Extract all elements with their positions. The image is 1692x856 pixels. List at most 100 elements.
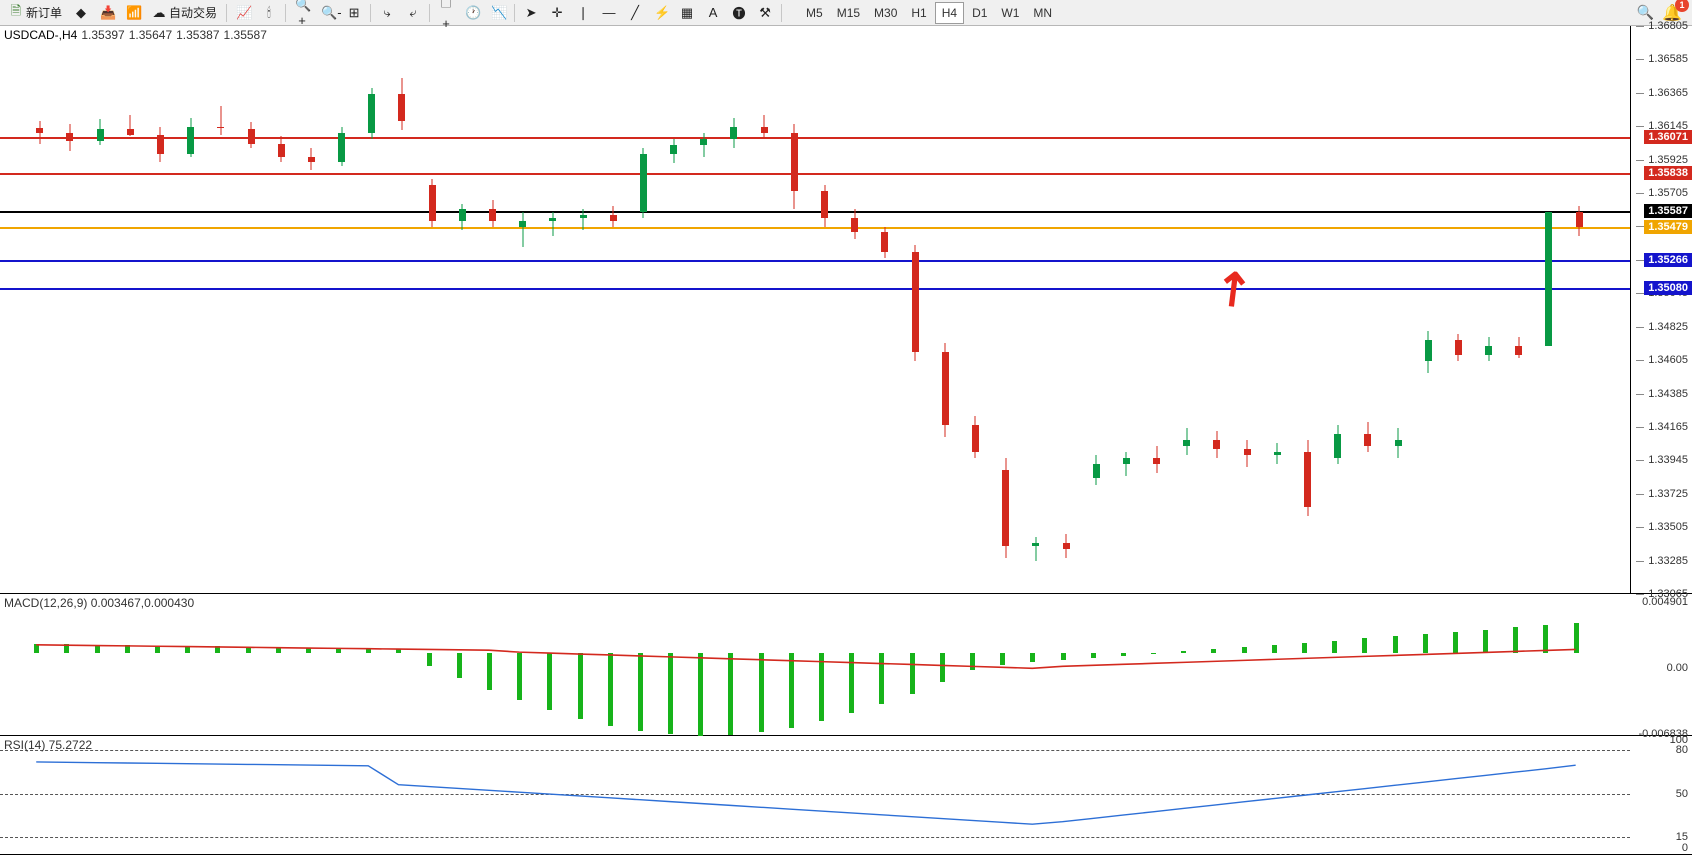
macd-histogram-bar[interactable] — [1453, 632, 1458, 654]
macd-histogram-bar[interactable] — [125, 645, 130, 653]
price-level-tag[interactable]: 1.35080 — [1644, 281, 1692, 295]
rsi-pane[interactable]: RSI(14) 75.2722 100 80 50 15 0 — [0, 736, 1692, 854]
macd-histogram-bar[interactable] — [1061, 653, 1066, 660]
macd-histogram-bar[interactable] — [668, 653, 673, 734]
macd-histogram-bar[interactable] — [819, 653, 824, 721]
cursor-tool-button[interactable]: ➤ — [519, 2, 543, 24]
price-level-tag[interactable]: 1.35587 — [1644, 204, 1692, 218]
macd-histogram-bar[interactable] — [427, 653, 432, 666]
crosshair-tool-button[interactable]: ✛ — [545, 2, 569, 24]
macd-histogram-bar[interactable] — [487, 653, 492, 689]
macd-histogram-bar[interactable] — [638, 653, 643, 731]
search-icon[interactable]: 🔍 — [1637, 4, 1654, 21]
macd-histogram-bar[interactable] — [1091, 653, 1096, 658]
auto-trading-button[interactable]: ☁ 自动交易 — [147, 2, 222, 24]
zoom-out-button[interactable]: 🔍- — [316, 2, 340, 24]
macd-pane[interactable]: MACD(12,26,9) 0.003467,0.000430 0.004901… — [0, 594, 1692, 736]
channel-tool-button[interactable]: ▦ — [675, 2, 699, 24]
macd-histogram-bar[interactable] — [64, 644, 69, 653]
zoom-in-button[interactable]: 🔍+ — [290, 2, 314, 24]
trendline-tool-button[interactable]: ╱ — [623, 2, 647, 24]
timeframe-h4[interactable]: H4 — [935, 2, 964, 24]
macd-histogram-bar[interactable] — [517, 653, 522, 700]
price-level-tag[interactable]: 1.35479 — [1644, 220, 1692, 234]
timeframe-d1[interactable]: D1 — [966, 3, 993, 23]
fibonacci-tool-button[interactable]: ⚡ — [649, 2, 673, 24]
macd-histogram-bar[interactable] — [155, 646, 160, 654]
text-tool-button[interactable]: A — [701, 2, 725, 24]
period-timer-button[interactable]: 🕐 — [460, 2, 484, 24]
macd-histogram-bar[interactable] — [578, 653, 583, 718]
depth-of-market-button[interactable]: 📥 — [95, 2, 119, 24]
new-chart-button[interactable]: 🗋+ — [434, 2, 458, 24]
price-level-line[interactable] — [0, 137, 1630, 139]
macd-histogram-bar[interactable] — [185, 646, 190, 653]
macd-histogram-bar[interactable] — [1302, 643, 1307, 654]
object-list-button[interactable]: ⚒ — [753, 2, 777, 24]
macd-histogram-bar[interactable] — [457, 653, 462, 678]
price-level-line[interactable] — [0, 227, 1630, 229]
macd-histogram-bar[interactable] — [276, 647, 281, 653]
macd-histogram-bar[interactable] — [1362, 638, 1367, 653]
scroll-end-button[interactable]: ⤷ — [375, 2, 399, 24]
macd-histogram-bar[interactable] — [1181, 651, 1186, 653]
candle-chart-view-button[interactable]: 🕯 — [257, 2, 281, 24]
price-level-line[interactable] — [0, 260, 1630, 262]
grid-view-button[interactable]: ⊞ — [342, 2, 366, 24]
macd-histogram-bar[interactable] — [215, 646, 220, 653]
timeframe-m30[interactable]: M30 — [868, 3, 903, 23]
price-pane[interactable]: USDCAD-,H4 1.35397 1.35647 1.35387 1.355… — [0, 26, 1692, 594]
macd-histogram-bar[interactable] — [759, 653, 764, 732]
macd-histogram-bar[interactable] — [608, 653, 613, 725]
macd-histogram-bar[interactable] — [879, 653, 884, 704]
price-level-line[interactable] — [0, 288, 1630, 290]
timeframe-h1[interactable]: H1 — [905, 3, 932, 23]
macd-histogram-bar[interactable] — [1574, 623, 1579, 653]
connection-button[interactable]: 📶 — [121, 2, 145, 24]
macd-histogram-bar[interactable] — [1211, 649, 1216, 653]
macd-histogram-bar[interactable] — [698, 653, 703, 735]
price-level-line[interactable] — [0, 211, 1630, 213]
vline-tool-button[interactable]: ❘ — [571, 2, 595, 24]
macd-histogram-bar[interactable] — [789, 653, 794, 727]
price-level-line[interactable] — [0, 173, 1630, 175]
scroll-start-button[interactable]: ⤶ — [401, 2, 425, 24]
macd-histogram-bar[interactable] — [1483, 630, 1488, 654]
macd-histogram-bar[interactable] — [396, 649, 401, 653]
line-chart-view-button[interactable]: 📈 — [231, 2, 255, 24]
macd-histogram-bar[interactable] — [970, 653, 975, 670]
macd-histogram-bar[interactable] — [1000, 653, 1005, 664]
price-level-tag[interactable]: 1.36071 — [1644, 130, 1692, 144]
macd-histogram-bar[interactable] — [1332, 641, 1337, 654]
textbox-tool-button[interactable]: 🅣 — [727, 2, 751, 24]
tool-diamond-button[interactable]: ◆ — [69, 2, 93, 24]
macd-histogram-bar[interactable] — [1393, 636, 1398, 653]
macd-histogram-bar[interactable] — [366, 649, 371, 653]
macd-histogram-bar[interactable] — [849, 653, 854, 713]
timeframe-m15[interactable]: M15 — [831, 3, 866, 23]
macd-histogram-bar[interactable] — [306, 648, 311, 653]
timeframe-mn[interactable]: MN — [1027, 3, 1058, 23]
macd-histogram-bar[interactable] — [1272, 645, 1277, 653]
macd-histogram-bar[interactable] — [910, 653, 915, 693]
price-level-tag[interactable]: 1.35266 — [1644, 253, 1692, 267]
timeframe-w1[interactable]: W1 — [995, 3, 1025, 23]
macd-histogram-bar[interactable] — [1030, 653, 1035, 662]
macd-histogram-bar[interactable] — [1543, 625, 1548, 653]
price-level-tag[interactable]: 1.35838 — [1644, 166, 1692, 180]
macd-histogram-bar[interactable] — [246, 647, 251, 653]
macd-histogram-bar[interactable] — [1513, 627, 1518, 653]
macd-histogram-bar[interactable] — [95, 645, 100, 654]
macd-histogram-bar[interactable] — [728, 653, 733, 735]
hline-tool-button[interactable]: ― — [597, 2, 621, 24]
indicators-button[interactable]: 📉 — [486, 2, 510, 24]
timeframe-m1[interactable] — [786, 10, 798, 16]
new-order-button[interactable]: 🗎 新订单 — [4, 2, 67, 24]
macd-histogram-bar[interactable] — [336, 648, 341, 653]
timeframe-m5[interactable]: M5 — [800, 3, 829, 23]
macd-histogram-bar[interactable] — [34, 644, 39, 654]
macd-histogram-bar[interactable] — [1121, 653, 1126, 656]
macd-histogram-bar[interactable] — [940, 653, 945, 682]
macd-histogram-bar[interactable] — [547, 653, 552, 710]
macd-histogram-bar[interactable] — [1423, 634, 1428, 653]
